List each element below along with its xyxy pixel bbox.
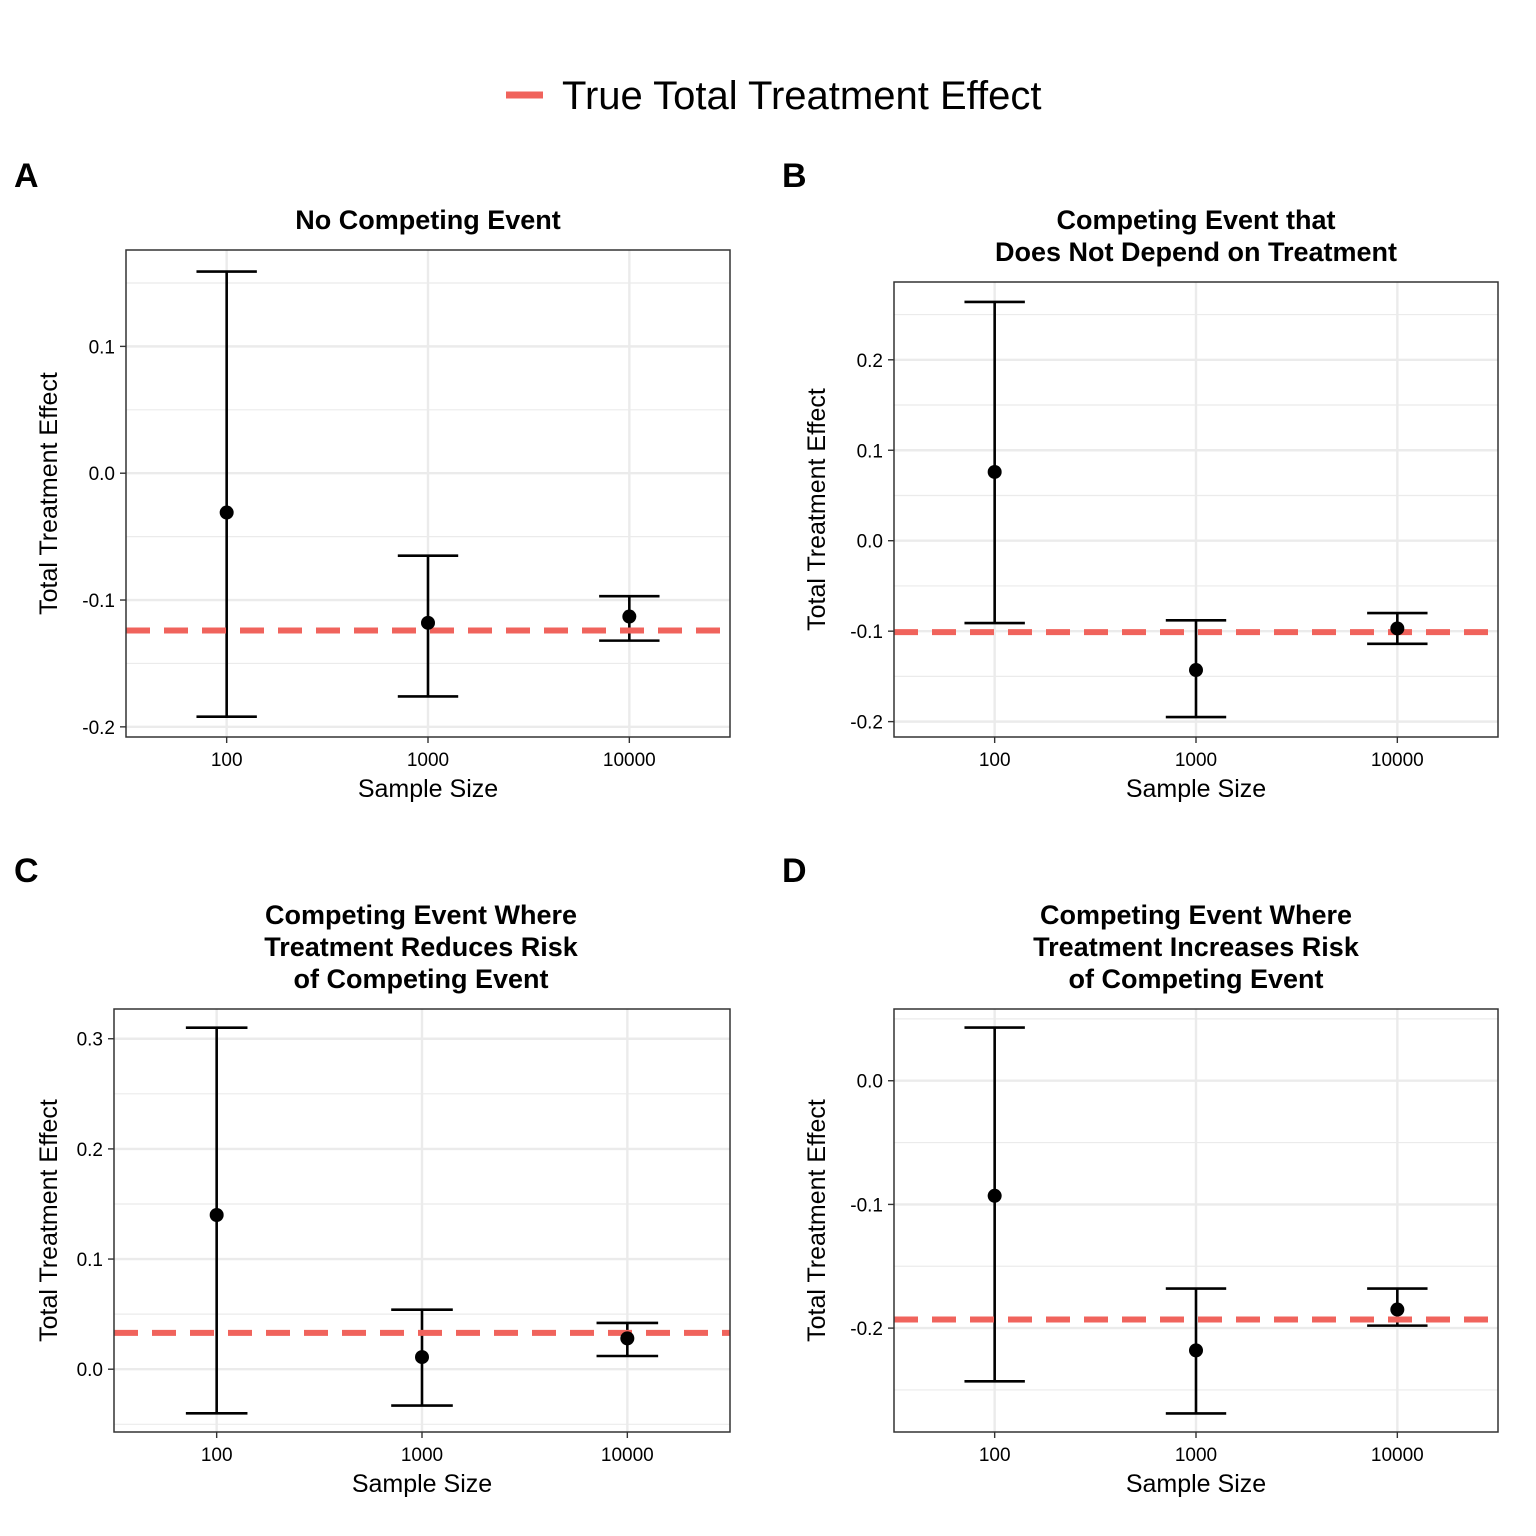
estimate-point <box>421 615 435 630</box>
estimate-point <box>415 1350 429 1365</box>
estimate-point <box>1189 663 1203 678</box>
y-tick-label: 0.1 <box>857 441 883 462</box>
chart-title-line: No Competing Event <box>295 205 561 235</box>
estimate-point <box>987 464 1002 479</box>
plot-border <box>125 249 731 738</box>
estimate-point <box>1390 621 1405 636</box>
estimate-point <box>209 1207 224 1222</box>
legend: True Total Treatment Effect <box>506 74 1042 118</box>
x-tick-label: 10000 <box>1371 750 1424 771</box>
chart-title-line: Treatment Increases Risk <box>1033 932 1360 962</box>
y-tick-label: 0.0 <box>77 1360 103 1381</box>
x-tick-label: 1000 <box>1175 750 1217 771</box>
estimate-point <box>1390 1302 1405 1317</box>
y-tick-label: 0.3 <box>77 1030 103 1051</box>
y-tick-label: -0.1 <box>850 622 883 643</box>
y-tick-label: -0.2 <box>850 713 883 734</box>
estimate-point <box>622 609 637 624</box>
y-tick-label: 0.0 <box>857 1072 883 1093</box>
x-axis-label: Sample Size <box>352 1470 492 1498</box>
estimate-point <box>620 1331 635 1346</box>
chart-title-line: of Competing Event <box>1069 964 1324 994</box>
estimate-point <box>219 505 234 520</box>
panel-tag: C <box>14 852 39 890</box>
y-tick-label: 0.0 <box>857 532 883 553</box>
panel-tag: D <box>782 852 807 890</box>
y-tick-label: -0.2 <box>82 718 115 739</box>
panel-a: A No Competing Event -0.2 -0.1 0.0 0.1 100 1000… <box>14 157 731 803</box>
chart-title-line: of Competing Event <box>294 964 549 994</box>
estimate-point <box>1189 1343 1203 1358</box>
x-axis-label: Sample Size <box>358 775 498 803</box>
y-tick-label: 0.2 <box>77 1140 103 1161</box>
y-tick-label: 0.1 <box>77 1250 103 1271</box>
y-tick-label: 0.2 <box>857 351 883 372</box>
plot-border <box>893 281 1499 738</box>
x-tick-label: 1000 <box>407 750 449 771</box>
x-tick-label: 1000 <box>401 1445 443 1466</box>
chart-title-line: Does Not Depend on Treatment <box>995 237 1397 267</box>
y-tick-label: -0.2 <box>850 1319 883 1340</box>
y-axis-label: Total Treatment Effect <box>35 1099 63 1342</box>
y-axis-label: Total Treatment Effect <box>803 388 831 631</box>
y-tick-label: -0.1 <box>82 591 115 612</box>
panel-tag: B <box>782 157 807 195</box>
y-tick-label: -0.1 <box>850 1195 883 1216</box>
plot-border <box>893 1008 1499 1433</box>
chart-title-line: Competing Event Where <box>1040 900 1352 930</box>
chart-title-line: Treatment Reduces Risk <box>264 932 579 962</box>
legend-label: True Total Treatment Effect <box>562 74 1042 118</box>
x-tick-label: 10000 <box>603 750 656 771</box>
chart-title-line: Competing Event Where <box>265 900 577 930</box>
panel-tag: A <box>14 157 39 195</box>
y-axis-label: Total Treatment Effect <box>35 372 63 615</box>
y-tick-label: 0.1 <box>89 337 115 358</box>
x-tick-label: 100 <box>201 1445 233 1466</box>
y-axis-label: Total Treatment Effect <box>803 1099 831 1342</box>
x-tick-label: 10000 <box>1371 1445 1424 1466</box>
x-tick-label: 100 <box>211 750 243 771</box>
x-axis-label: Sample Size <box>1126 775 1266 803</box>
x-tick-label: 100 <box>979 1445 1011 1466</box>
x-tick-label: 100 <box>979 750 1011 771</box>
chart-title-line: Competing Event that <box>1056 205 1335 235</box>
x-tick-label: 1000 <box>1175 1445 1217 1466</box>
x-axis-label: Sample Size <box>1126 1470 1266 1498</box>
plot-border <box>113 1008 731 1433</box>
estimate-point <box>987 1188 1002 1203</box>
x-tick-label: 10000 <box>601 1445 654 1466</box>
y-tick-label: 0.0 <box>89 464 115 485</box>
